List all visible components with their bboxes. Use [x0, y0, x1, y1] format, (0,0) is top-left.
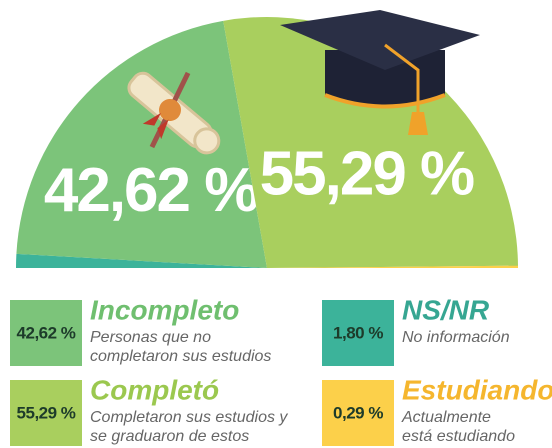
slice-label: 55,29 %: [260, 140, 474, 209]
pie-slice: [16, 21, 267, 268]
legend-description: Completaron sus estudios y: [90, 409, 288, 426]
legend-title: Completó: [90, 374, 219, 405]
legend-description: se graduaron de estos: [90, 428, 249, 445]
legend-title: Estudiando: [402, 374, 552, 405]
legend-description: está estudiando: [402, 428, 515, 445]
legend-value: 0,29 %: [333, 403, 383, 422]
legend-value: 55,29 %: [17, 403, 76, 422]
legend-value: 42,62 %: [17, 323, 76, 342]
legend-description: Personas que no: [90, 329, 211, 346]
legend-description: Actualmente: [401, 409, 491, 426]
legend-title: Incompleto: [90, 294, 239, 325]
legend-title: NS/NR: [402, 294, 490, 325]
legend-value: 1,80 %: [333, 323, 383, 342]
legend: 1,80 % NS/NR No información 42,62 % Incomple…: [10, 294, 552, 446]
infographic: 42,62 %55,29 % 1,80 %NS/NRNo información…: [0, 0, 552, 448]
legend-description: No información: [402, 329, 510, 346]
slice-label: 42,62 %: [44, 156, 258, 225]
legend-description: completaron sus estudios: [90, 348, 271, 365]
